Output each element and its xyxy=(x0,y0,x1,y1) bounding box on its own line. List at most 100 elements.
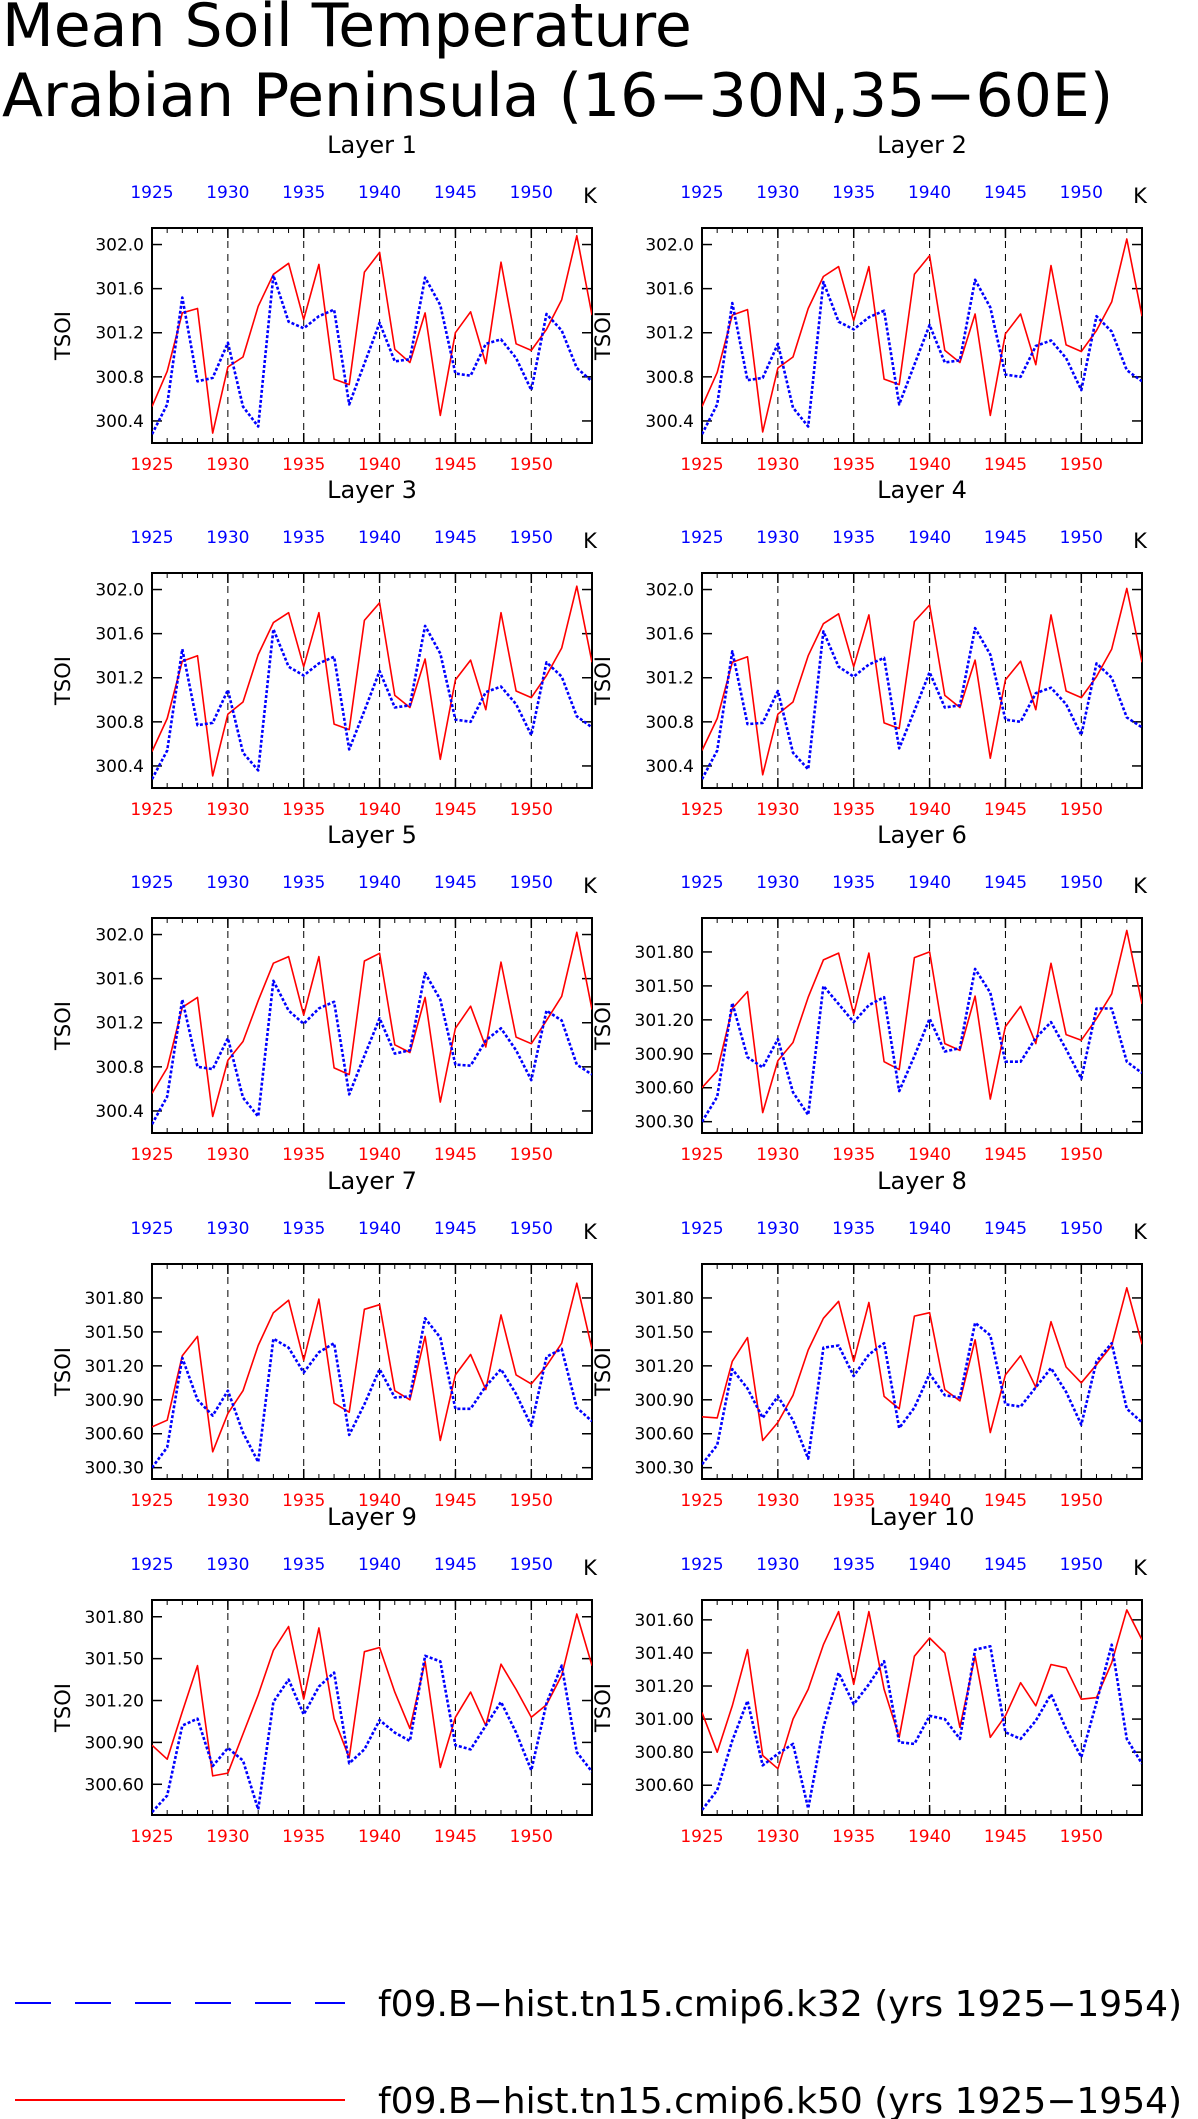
x-tick-label-bottom: 1940 xyxy=(358,1491,401,1511)
x-tick-label-bottom: 1945 xyxy=(984,800,1027,820)
y-tick-label: 300.8 xyxy=(95,713,144,733)
series-k32-line xyxy=(152,274,592,435)
x-tick-label-top: 1940 xyxy=(908,1219,951,1239)
x-tick-label-top: 1945 xyxy=(984,528,1027,548)
y-tick-label: 300.4 xyxy=(95,1102,144,1122)
series-k32-line xyxy=(152,1317,592,1469)
x-tick-label-bottom: 1950 xyxy=(1060,800,1103,820)
figure-title-line2: Arabian Peninsula (16−30N,35−60E) xyxy=(2,61,1113,131)
x-tick-label-bottom: 1935 xyxy=(282,800,325,820)
x-tick-label-top: 1945 xyxy=(434,1219,477,1239)
series-k32-line xyxy=(152,1654,592,1814)
x-tick-label-top: 1935 xyxy=(282,1555,325,1575)
y-tick-label: 301.20 xyxy=(635,1357,694,1377)
series-k32-line xyxy=(702,967,1142,1123)
y-tick-label: 301.20 xyxy=(85,1692,144,1712)
x-tick-label-top: 1930 xyxy=(206,1219,249,1239)
y-axis-label: TSOI xyxy=(591,1001,615,1051)
x-tick-label-bottom: 1935 xyxy=(832,1491,875,1511)
plot-frame xyxy=(151,1263,593,1480)
y-tick-label: 301.50 xyxy=(85,1323,144,1343)
x-tick-label-top: 1925 xyxy=(680,183,723,203)
series-k50-line xyxy=(702,1609,1142,1770)
x-tick-label-bottom: 1935 xyxy=(832,1827,875,1847)
x-tick-label-bottom: 1940 xyxy=(358,1827,401,1847)
x-tick-label-top: 1925 xyxy=(130,1219,173,1239)
x-tick-label-top: 1935 xyxy=(832,183,875,203)
x-tick-label-bottom: 1945 xyxy=(434,1827,477,1847)
y-tick-label: 301.50 xyxy=(85,1650,144,1670)
x-tick-label-bottom: 1935 xyxy=(832,1145,875,1165)
y-tick-label: 300.60 xyxy=(85,1425,144,1445)
y-tick-label: 300.60 xyxy=(85,1775,144,1795)
x-tick-label-bottom: 1945 xyxy=(984,1145,1027,1165)
y-tick-label: 301.6 xyxy=(95,280,144,300)
chart-panel-layer-10: Layer 10 K 1925 1925 1930 1930 1935 1935 1940 194… xyxy=(591,1503,1148,1847)
x-tick-label-top: 1930 xyxy=(206,528,249,548)
y-tick-label: 301.20 xyxy=(635,1677,694,1697)
y-tick-label: 301.6 xyxy=(645,280,694,300)
x-tick-label-bottom: 1930 xyxy=(206,1145,249,1165)
x-tick-label-bottom: 1935 xyxy=(832,800,875,820)
x-tick-label-top: 1935 xyxy=(282,873,325,893)
x-tick-label-top: 1945 xyxy=(984,1555,1027,1575)
chart-panel-layer-5: Layer 5 K 1925 1925 1930 1930 1935 1935 1940 1940… xyxy=(51,821,598,1165)
y-axis-label: TSOI xyxy=(591,311,615,361)
x-tick-label-top: 1925 xyxy=(680,1219,723,1239)
x-tick-label-bottom: 1925 xyxy=(130,1491,173,1511)
x-tick-label-top: 1930 xyxy=(206,183,249,203)
plot-frame xyxy=(151,227,593,444)
y-tick-label: 300.60 xyxy=(635,1425,694,1445)
x-tick-label-top: 1940 xyxy=(908,1555,951,1575)
x-tick-label-top: 1945 xyxy=(984,183,1027,203)
y-axis-label: TSOI xyxy=(591,1347,615,1397)
x-tick-label-top: 1930 xyxy=(756,1555,799,1575)
x-tick-label-top: 1950 xyxy=(1060,873,1103,893)
y-tick-label: 300.90 xyxy=(635,1391,694,1411)
x-tick-label-top: 1950 xyxy=(510,873,553,893)
y-tick-label: 301.6 xyxy=(95,625,144,645)
x-tick-label-bottom: 1950 xyxy=(1060,1491,1103,1511)
x-tick-label-bottom: 1945 xyxy=(984,1491,1027,1511)
x-tick-label-top: 1930 xyxy=(756,528,799,548)
chart-panel-layer-1: Layer 1 K 1925 1925 1930 1930 1935 1935 1940 1940… xyxy=(51,131,598,475)
unit-label: K xyxy=(1133,874,1148,898)
y-tick-label: 301.2 xyxy=(95,324,144,344)
x-tick-label-bottom: 1940 xyxy=(908,455,951,475)
chart-panel-layer-7: Layer 7 K 1925 1925 1930 1930 1935 1935 1940 1940… xyxy=(51,1167,598,1511)
x-tick-label-top: 1940 xyxy=(358,1219,401,1239)
y-tick-label: 300.90 xyxy=(635,1045,694,1065)
y-tick-label: 301.2 xyxy=(645,669,694,689)
y-tick-label: 301.2 xyxy=(645,324,694,344)
y-tick-label: 300.30 xyxy=(635,1459,694,1479)
panel-title: Layer 3 xyxy=(327,476,417,504)
series-k50-line xyxy=(702,238,1142,433)
y-axis-label: TSOI xyxy=(51,311,75,361)
x-tick-label-top: 1950 xyxy=(1060,528,1103,548)
series-k32-line xyxy=(152,971,592,1125)
chart-panel-layer-4: Layer 4 K 1925 1925 1930 1930 1935 1935 1940 1940… xyxy=(591,476,1148,820)
x-tick-label-bottom: 1950 xyxy=(510,1827,553,1847)
y-tick-label: 300.8 xyxy=(645,368,694,388)
y-tick-label: 300.60 xyxy=(635,1079,694,1099)
series-k32-line xyxy=(702,1321,1142,1466)
x-tick-label-bottom: 1935 xyxy=(282,1491,325,1511)
x-tick-label-top: 1935 xyxy=(282,528,325,548)
x-tick-label-top: 1940 xyxy=(908,183,951,203)
x-tick-label-bottom: 1935 xyxy=(282,1827,325,1847)
y-axis-label: TSOI xyxy=(51,1001,75,1051)
x-tick-label-bottom: 1950 xyxy=(510,800,553,820)
series-k32-line xyxy=(702,278,1142,435)
x-tick-label-top: 1950 xyxy=(510,528,553,548)
x-tick-label-bottom: 1940 xyxy=(358,800,401,820)
y-axis-label: TSOI xyxy=(51,1347,75,1397)
y-tick-label: 301.2 xyxy=(95,1014,144,1034)
y-tick-label: 300.60 xyxy=(635,1776,694,1796)
x-tick-label-top: 1925 xyxy=(130,1555,173,1575)
x-tick-label-top: 1930 xyxy=(206,1555,249,1575)
x-tick-label-top: 1940 xyxy=(358,528,401,548)
legend-label-k50: f09.B−hist.tn15.cmip6.k50 (yrs 1925−1954… xyxy=(378,2081,1182,2119)
y-tick-label: 302.0 xyxy=(95,581,144,601)
x-tick-label-bottom: 1930 xyxy=(206,800,249,820)
y-tick-label: 302.0 xyxy=(95,236,144,256)
